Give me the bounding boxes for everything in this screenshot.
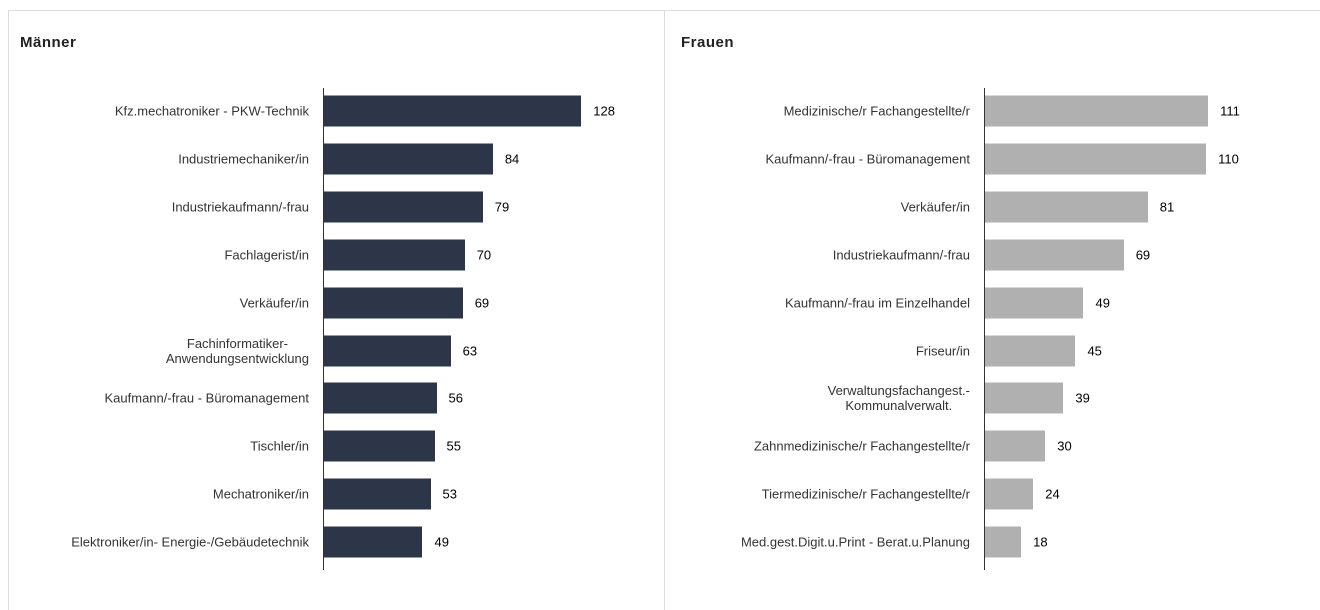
value-label: 49: [434, 534, 449, 550]
value-label: 81: [1159, 199, 1175, 215]
category-label: Kaufmann/-frau im Einzelhandel: [785, 295, 970, 311]
value-label: 24: [1045, 486, 1060, 502]
bar: [324, 95, 582, 127]
bar: [985, 239, 1124, 271]
value-label: 55: [446, 438, 462, 454]
bar: [985, 382, 1064, 414]
category-label: Mechatroniker/in: [212, 486, 309, 502]
bar: [324, 239, 465, 271]
chart-title: Männer: [20, 34, 77, 51]
category-label: Verwaltungsfachangest.- Kommunalverwalt.: [827, 383, 970, 414]
category-label: Verkäufer/in: [239, 295, 309, 311]
bar: [324, 287, 463, 319]
value-label: 79: [494, 199, 510, 215]
value-label: 128: [593, 103, 615, 119]
value-label: 63: [462, 343, 478, 358]
value-label: 45: [1087, 343, 1102, 358]
category-label: Zahnmedizinische/r Fachangestellte/r: [753, 438, 970, 454]
category-label: Industriekaufmann/-frau: [171, 199, 309, 215]
axis-line: [984, 88, 985, 570]
bar: [985, 287, 1084, 319]
axis-line: [323, 88, 324, 570]
category-label: Tischler/in: [250, 438, 309, 454]
panel: [8, 10, 665, 610]
bar: [985, 478, 1034, 510]
bar: [324, 143, 493, 175]
category-label: Kaufmann/-frau - Büromanagement: [765, 151, 971, 167]
value-label: 49: [1095, 295, 1110, 311]
value-label: 110: [1218, 151, 1239, 167]
value-label: 18: [1033, 534, 1048, 550]
bar: [324, 478, 431, 510]
value-label: 53: [442, 486, 457, 502]
bar: [985, 95, 1209, 127]
bar: [324, 335, 451, 366]
value-label: 69: [474, 295, 490, 311]
bar: [985, 191, 1148, 223]
category-label: Verkäufer/in: [900, 199, 970, 215]
category-label: Med.gest.Digit.u.Print - Berat.u.Planung: [740, 534, 970, 550]
bar: [985, 430, 1046, 462]
bar: [324, 430, 435, 462]
category-label: Kaufmann/-frau - Büromanagement: [104, 390, 310, 406]
category-label: Friseur/in: [915, 343, 970, 358]
category-label: Kfz.mechatroniker - PKW-Technik: [114, 103, 309, 119]
category-label: Medizinische/r Fachangestellte/r: [783, 103, 970, 119]
bar: [985, 143, 1207, 175]
panel: [665, 10, 1320, 610]
bar: [324, 382, 437, 414]
category-label: Industriemechaniker/in: [178, 151, 309, 167]
category-label: Tiermedizinische/r Fachangestellte/r: [761, 486, 970, 502]
value-label: 84: [504, 151, 520, 167]
value-label: 69: [1135, 247, 1151, 263]
category-label: Fachinformatiker- Anwendungsentwicklung: [165, 335, 309, 366]
category-label: Elektroniker/in- Energie-/Gebäudetechnik: [71, 534, 309, 550]
value-label: 30: [1057, 438, 1072, 454]
bar: [985, 335, 1076, 366]
chart-title: Frauen: [681, 34, 735, 51]
value-label: 70: [476, 247, 492, 263]
value-label: 56: [448, 390, 464, 406]
value-label: 111: [1220, 103, 1240, 119]
category-label: Industriekaufmann/-frau: [832, 247, 970, 263]
value-label: 39: [1075, 390, 1090, 406]
bar: [324, 526, 423, 558]
bar: [985, 526, 1022, 558]
category-label: Fachlagerist/in: [224, 247, 309, 263]
bar: [324, 191, 483, 223]
